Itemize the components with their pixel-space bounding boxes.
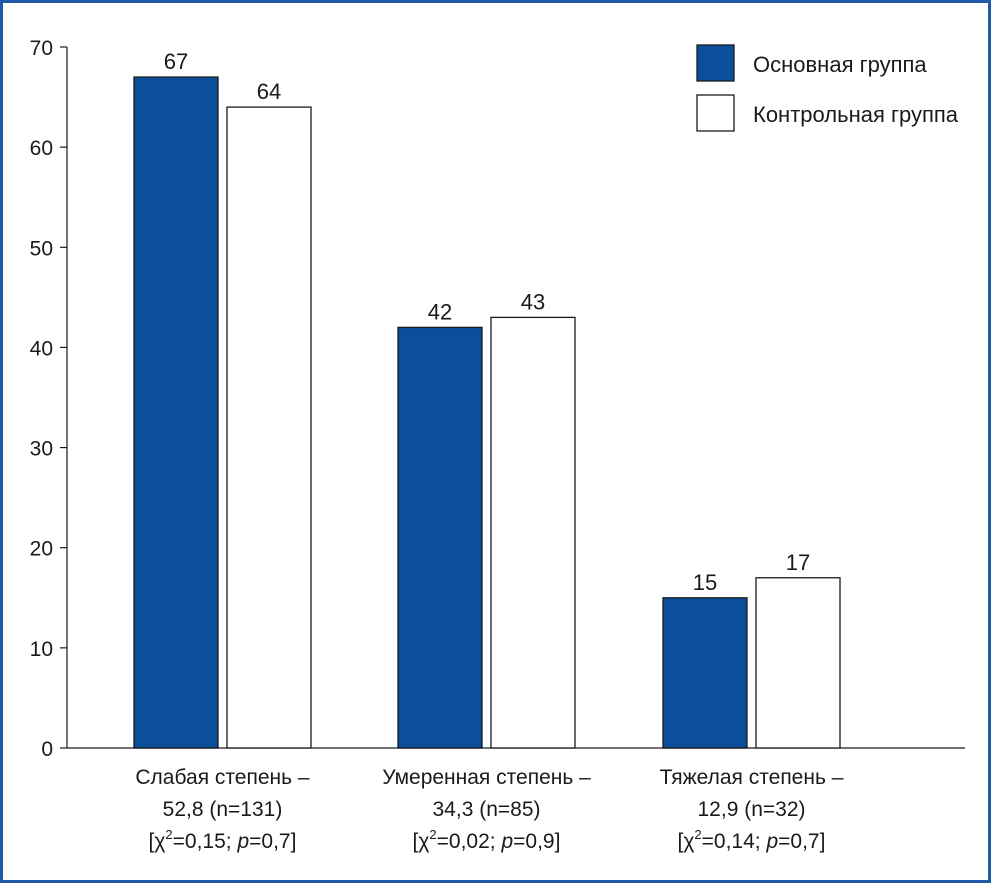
legend-swatch [696,44,735,82]
data-label: 64 [257,79,281,104]
category-label-line2: 52,8 (n=131) [163,798,283,821]
y-tick-label: 60 [30,137,53,160]
bar-control-group [226,106,312,749]
stat-text: =0,7] [249,830,296,853]
data-label: 42 [428,299,452,324]
superscript: 2 [165,827,172,842]
bars [133,76,841,749]
bar-main-group [397,326,483,749]
stat-text: =0,9] [513,830,560,853]
stat-text: [χ [413,830,430,853]
bar-control-group [755,577,841,749]
stat-text: p [500,830,513,853]
category-label-line1: Умеренная степень – [382,766,591,789]
category-label-line1: Тяжелая степень – [660,766,844,789]
legend-label: Контрольная группа [753,102,959,127]
bar-main-group [662,597,748,749]
bar-chart: 0 10 20 30 40 50 60 70 67 42 15 64 43 17 Слабая степ… [30,37,965,853]
category-label-line1: Слабая степень – [135,766,310,789]
y-tick-label: 30 [30,438,53,461]
stat-text: =0,14; [702,830,767,853]
data-label: 17 [786,550,810,575]
bar-control-group [490,316,576,749]
stat-text: p [236,830,249,853]
stat-text: =0,02; [437,830,502,853]
category-stat-line: [χ2=0,14; p=0,7] [678,827,826,853]
stat-text: [χ [149,830,166,853]
y-tick-label: 20 [30,538,53,561]
category-label: Тяжелая степень –12,9 (n=32)[χ2=0,14; p=… [660,766,844,853]
category-label: Умеренная степень – 34,3 (n=85) [χ2=0,02; … [382,766,591,853]
data-label: 67 [164,49,188,74]
legend-swatch [696,94,735,132]
category-label-line2: 12,9 (n=32) [698,798,806,821]
legend-label: Основная группа [753,52,927,77]
legend: Основная группа Контрольная группа [696,44,959,132]
y-tick-label: 10 [30,638,53,661]
stat-text: [χ [678,830,695,853]
stat-text: p [765,830,778,853]
y-tick-label: 0 [41,738,53,761]
category-stat-line: [χ2=0,15; p=0,7] [149,827,297,853]
data-label: 43 [521,289,545,314]
stat-text: =0,7] [778,830,825,853]
stat-text: =0,15; [173,830,238,853]
category-label-line2: 34,3 (n=85) [433,798,541,821]
data-label: 15 [693,570,717,595]
y-tick-label: 50 [30,237,53,260]
data-labels: 67 42 15 64 43 17 [164,49,810,595]
category-labels: Слабая степень –52,8 (n=131)[χ2=0,15; p=… [135,766,843,853]
legend-item: Основная группа [696,44,927,82]
category-label: Слабая степень – 52,8 (n=131) [χ2=0,15; p=… [135,766,310,853]
legend-item: Контрольная группа [696,94,959,132]
superscript: 2 [429,827,436,842]
superscript: 2 [694,827,701,842]
bar-main-group [133,76,219,749]
y-tick-label: 70 [30,37,53,60]
y-tick-label: 40 [30,337,53,360]
category-stat-line: [χ2=0,02; p=0,9] [413,827,561,853]
